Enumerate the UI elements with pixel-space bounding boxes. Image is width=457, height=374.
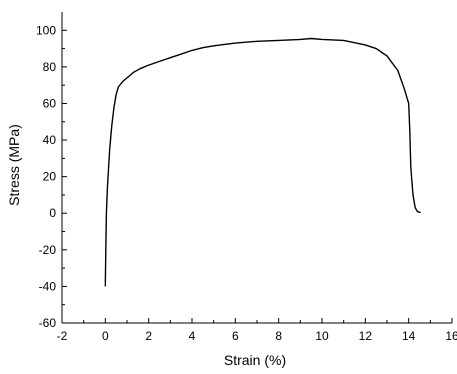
stress-strain-curve [104,37,421,287]
y-tick-label: -40 [39,279,57,293]
x-tick-label: 6 [232,329,239,343]
x-tick-label: -2 [57,329,68,343]
y-tick-label: 80 [43,60,57,74]
y-axis-ticks: -60 -40 -20 0 20 40 60 80 100 [36,23,67,330]
x-tick-label: 12 [359,329,373,343]
y-tick-label: -20 [39,243,57,257]
y-tick-label: 100 [36,23,56,37]
y-tick-label: 40 [43,133,57,147]
x-tick-label: 0 [102,329,109,343]
x-tick-label: 14 [402,329,416,343]
x-tick-label: 4 [189,329,196,343]
x-tick-label: 2 [145,329,152,343]
y-tick-label: 0 [49,206,56,220]
x-tick-label: 16 [445,329,457,343]
x-tick-label: 8 [275,329,282,343]
x-axis-ticks: -2 0 2 4 6 8 10 12 14 16 [57,318,457,343]
x-tick-label: 10 [315,329,329,343]
x-axis-title: Strain (%) [224,352,286,368]
y-axis-title: Stress (MPa) [6,124,22,206]
y-tick-label: -60 [39,316,57,330]
y-tick-label: 20 [43,170,57,184]
y-tick-label: 60 [43,96,57,110]
